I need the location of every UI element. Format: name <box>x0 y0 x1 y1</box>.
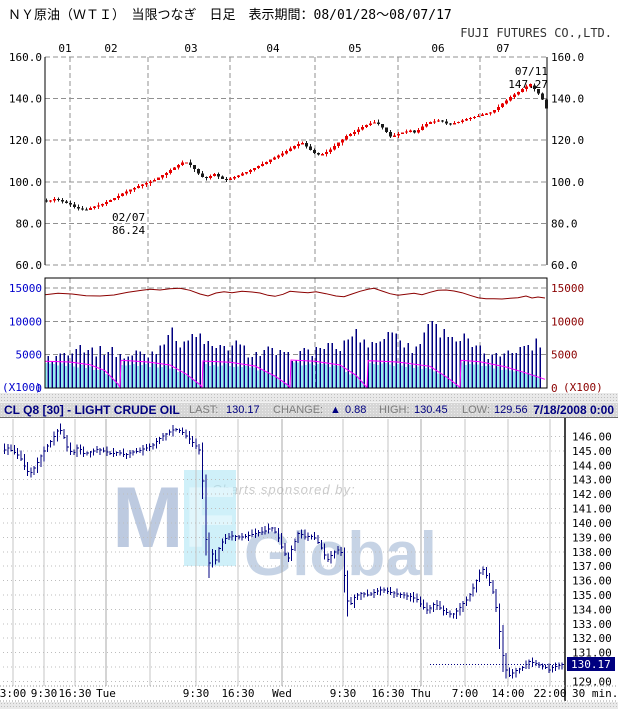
svg-text:Tue: Tue <box>96 687 116 700</box>
volume-unit-right: (X100) <box>563 381 603 394</box>
svg-text:9:30: 9:30 <box>31 687 58 700</box>
svg-text:60.0: 60.0 <box>551 259 578 272</box>
svg-text:160.0: 160.0 <box>551 51 584 64</box>
svg-text:129.00: 129.00 <box>572 675 612 688</box>
svg-text:80.0: 80.0 <box>551 217 578 230</box>
svg-text:9:30: 9:30 <box>330 687 357 700</box>
svg-text:160.0: 160.0 <box>9 51 42 64</box>
svg-text:138.00: 138.00 <box>572 546 612 559</box>
svg-text:139.00: 139.00 <box>572 531 612 544</box>
svg-text:0: 0 <box>551 382 558 395</box>
svg-text:22:00: 22:00 <box>533 687 566 700</box>
volume-unit-left: (X100) <box>2 381 42 394</box>
bottom-band <box>0 702 618 709</box>
low-annotation-value: 86.24 <box>112 224 145 237</box>
svg-text:05: 05 <box>348 42 361 55</box>
interval-label: 30 min. <box>572 687 618 700</box>
change-arrow-icon: ▲ <box>330 404 341 416</box>
mf-global-logo: MF <box>112 470 237 566</box>
svg-text:9:30: 9:30 <box>183 687 210 700</box>
svg-text:145.00: 145.00 <box>572 445 612 458</box>
svg-text:143.00: 143.00 <box>572 474 612 487</box>
svg-text:10000: 10000 <box>9 315 42 328</box>
change-label: CHANGE: <box>273 404 324 416</box>
svg-text:144.00: 144.00 <box>572 459 612 472</box>
high-annotation-date: 07/11 <box>515 65 548 78</box>
svg-text:07: 07 <box>496 42 509 55</box>
svg-text:80.0: 80.0 <box>16 217 43 230</box>
svg-text:120.0: 120.0 <box>551 134 584 147</box>
svg-text:04: 04 <box>266 42 280 55</box>
svg-text:Thu: Thu <box>411 687 431 700</box>
svg-text:133.00: 133.00 <box>572 618 612 631</box>
svg-text:5000: 5000 <box>551 349 578 362</box>
daily-candlestick-chart: 160.0 160.0 140.0 140.0 120.0 120.0 100.0 100.0… <box>9 42 584 272</box>
svg-text:10000: 10000 <box>551 315 584 328</box>
change-value: 0.88 <box>345 404 367 416</box>
low-label: LOW: <box>462 404 490 416</box>
separator-band <box>0 393 618 402</box>
svg-text:140.0: 140.0 <box>551 93 584 106</box>
intraday-quote-bar: CL Q8 [30] - LIGHT CRUDE OIL LAST: 130.1… <box>0 402 618 418</box>
high-annotation-value: 147.27 <box>508 78 548 91</box>
svg-text:0: 0 <box>35 382 42 395</box>
svg-text:135.00: 135.00 <box>572 589 612 602</box>
svg-text:142.00: 142.00 <box>572 488 612 501</box>
svg-text:134.00: 134.00 <box>572 603 612 616</box>
svg-text:136.00: 136.00 <box>572 575 612 588</box>
svg-text:146.00: 146.00 <box>572 431 612 444</box>
svg-text:140.0: 140.0 <box>9 93 42 106</box>
svg-text:03: 03 <box>184 42 197 55</box>
svg-text:15000: 15000 <box>9 282 42 295</box>
svg-text:14:00: 14:00 <box>491 687 524 700</box>
svg-text:7:00: 7:00 <box>452 687 479 700</box>
low-annotation-date: 02/07 <box>112 211 145 224</box>
svg-text:120.0: 120.0 <box>9 134 42 147</box>
page-title: ＮＹ原油（ＷＴＩ） 当限つなぎ 日足 表示期間：08/01/28～08/07/1… <box>8 8 452 23</box>
last-value: 130.17 <box>226 404 260 416</box>
last-label: LAST: <box>189 404 219 416</box>
svg-text:131.00: 131.00 <box>572 647 612 660</box>
high-value: 130.45 <box>414 404 448 416</box>
svg-text:15000: 15000 <box>551 282 584 295</box>
watermark-sponsor-text: Charts sponsored by: <box>212 482 356 497</box>
low-value: 129.56 <box>494 404 528 416</box>
volume-open-interest-chart: 15000 15000 10000 10000 5000 5000 0 0 <box>9 277 584 395</box>
last-price-tag: 130.17 <box>571 658 611 671</box>
svg-text:06: 06 <box>431 42 444 55</box>
last-price-tag-bg <box>567 657 615 671</box>
svg-text:Wed: Wed <box>272 687 292 700</box>
svg-text:132.00: 132.00 <box>572 632 612 645</box>
svg-text:141.00: 141.00 <box>572 503 612 516</box>
svg-text:01: 01 <box>58 42 71 55</box>
svg-text:16:30: 16:30 <box>58 687 91 700</box>
company-name: FUJI FUTURES CO.,LTD. <box>460 26 612 40</box>
svg-text:60.0: 60.0 <box>16 259 43 272</box>
symbol-title: CL Q8 [30] - LIGHT CRUDE OIL <box>4 403 180 417</box>
mf-global-logo-word: Global <box>244 520 437 589</box>
svg-text:16:30: 16:30 <box>371 687 404 700</box>
svg-text:140.00: 140.00 <box>572 517 612 530</box>
watermark: Charts sponsored by: MF Global <box>0 418 618 686</box>
svg-text:3:00: 3:00 <box>0 687 26 700</box>
svg-text:100.0: 100.0 <box>9 176 42 189</box>
quote-datetime: 7/18/2008 0:00 <box>533 403 614 417</box>
svg-text:5000: 5000 <box>16 349 43 362</box>
svg-text:100.0: 100.0 <box>551 176 584 189</box>
svg-text:02: 02 <box>104 42 117 55</box>
svg-text:16:30: 16:30 <box>221 687 254 700</box>
high-label: HIGH: <box>379 404 410 416</box>
svg-text:137.00: 137.00 <box>572 560 612 573</box>
